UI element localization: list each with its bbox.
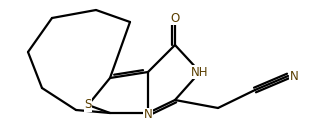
Text: NH: NH bbox=[191, 65, 209, 79]
Text: S: S bbox=[84, 99, 92, 111]
Text: N: N bbox=[144, 109, 152, 121]
Text: N: N bbox=[290, 70, 299, 83]
Text: O: O bbox=[170, 12, 180, 24]
